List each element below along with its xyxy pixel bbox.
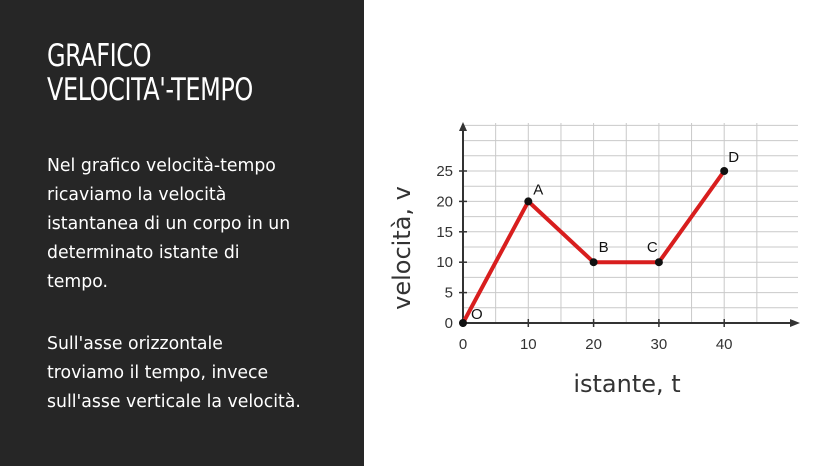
axes-paragraph: Sull'asse orizzontale troviamo il tempo,… (47, 329, 335, 416)
paragraph-line: istantanea di un corpo in un (47, 213, 291, 234)
point-label: A (533, 181, 543, 198)
point-label: C (647, 239, 658, 256)
x-tick-label: 10 (520, 336, 537, 353)
y-tick-label: 20 (436, 193, 453, 210)
y-axis-title: velocità, v (388, 186, 416, 310)
x-tick-label: 30 (651, 336, 668, 353)
title-line: VELOCITA'-TEMPO (47, 72, 253, 108)
x-tick-label: 20 (585, 336, 602, 353)
paragraph-line: determinato istante di (47, 242, 240, 263)
slide-title: GRAFICO VELOCITA'-TEMPO (47, 39, 305, 107)
data-point (720, 167, 729, 175)
velocity-time-chart: 0 10 20 30 40 0 5 10 15 20 25 istante, t velocità, v… (388, 122, 800, 398)
x-tick-label: 0 (459, 336, 467, 353)
x-tick-label: 40 (716, 336, 733, 353)
paragraph-line: tempo. (47, 271, 108, 292)
paragraph-line: sull'asse verticale la velocità. (47, 391, 301, 412)
y-axis-arrow (459, 122, 467, 131)
data-point (654, 258, 663, 267)
description-paragraph: Nel grafico velocità-tempo ricaviamo la … (47, 151, 335, 296)
paragraph-line: Sull'asse orizzontale (47, 333, 223, 354)
data-point (524, 197, 533, 206)
y-tick-label: 0 (445, 315, 453, 332)
y-tick-label: 10 (436, 254, 453, 271)
point-label: B (599, 239, 609, 256)
paragraph-line: Nel grafico velocità-tempo (47, 155, 276, 176)
paragraph-line: troviamo il tempo, invece (47, 362, 269, 383)
y-tick-label: 25 (436, 163, 453, 180)
title-line: GRAFICO (47, 38, 152, 74)
y-tick-label: 5 (445, 285, 453, 302)
y-tick-label: 15 (436, 224, 453, 241)
x-axis-arrow (790, 319, 800, 327)
x-axis-title: istante, t (573, 370, 680, 398)
data-point (589, 258, 598, 267)
paragraph-line: ricaviamo la velocità (47, 184, 227, 205)
text-panel: GRAFICO VELOCITA'-TEMPO Nel grafico velo… (0, 0, 364, 466)
point-label: D (728, 149, 739, 166)
data-point (459, 319, 467, 327)
point-label: O (471, 306, 483, 323)
